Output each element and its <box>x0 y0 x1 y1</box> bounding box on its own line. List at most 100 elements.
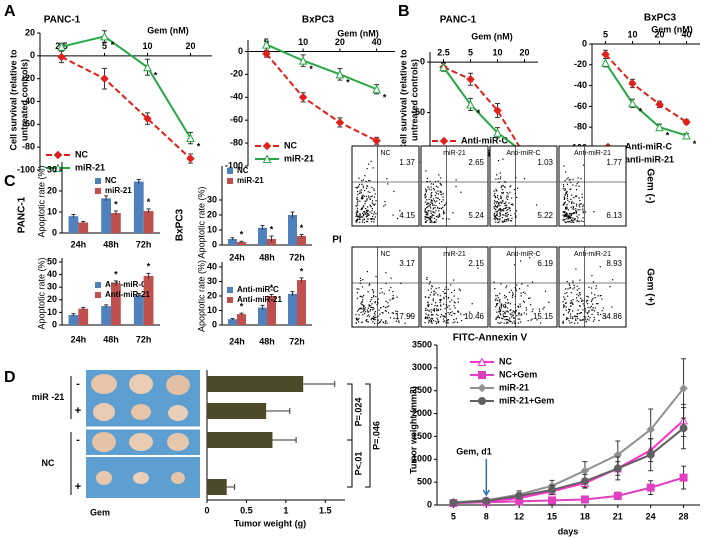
event-dot <box>510 220 513 222</box>
error-bar <box>71 214 76 218</box>
event-dot <box>385 282 387 284</box>
event-dot <box>368 316 371 318</box>
legend-label: miR-21+Gem <box>499 395 554 405</box>
event-dot <box>374 311 377 313</box>
event-dot <box>524 178 526 180</box>
event-dot <box>368 214 370 217</box>
event-dot <box>609 286 611 288</box>
event-dot <box>373 189 375 192</box>
event-dot <box>591 292 593 294</box>
event-dot <box>366 270 368 273</box>
event-dot <box>498 181 500 183</box>
event-dot <box>496 210 499 213</box>
event-dot <box>527 320 529 322</box>
event-dot <box>371 195 373 197</box>
event-dot <box>447 319 449 321</box>
event-dot <box>497 198 500 200</box>
event-dot <box>572 219 574 222</box>
tumor <box>133 472 149 484</box>
event-dot <box>531 318 533 320</box>
flow-upper-right: 1.37 <box>399 158 415 167</box>
event-dot <box>497 178 499 180</box>
x-tick-label: 48h <box>103 239 119 249</box>
event-dot <box>529 297 531 299</box>
event-dot <box>363 211 365 213</box>
event-dot <box>575 268 577 270</box>
point <box>335 118 345 127</box>
event-dot <box>519 312 521 314</box>
point <box>548 485 557 494</box>
event-dot <box>356 218 358 220</box>
event-dot <box>502 158 504 160</box>
event-dot <box>360 311 362 314</box>
event-dot <box>599 295 601 297</box>
event-dot <box>356 319 358 321</box>
event-dot <box>568 308 570 310</box>
event-dot <box>565 317 568 319</box>
event-dot <box>425 170 427 172</box>
event-dot <box>494 299 496 301</box>
point <box>100 31 109 41</box>
event-dot <box>373 322 376 325</box>
event-dot <box>448 218 450 220</box>
bar <box>297 236 306 245</box>
event-dot <box>570 302 572 304</box>
event-dot <box>580 220 582 222</box>
event-dot <box>496 190 498 192</box>
y-tick-label: 20 <box>47 294 57 304</box>
point <box>53 150 63 160</box>
event-dot <box>499 312 501 315</box>
event-dot <box>570 317 572 319</box>
event-dot <box>517 187 519 189</box>
event-dot <box>357 309 360 311</box>
event-dot <box>382 312 384 314</box>
event-dot <box>357 216 359 218</box>
event-dot <box>444 288 446 290</box>
event-dot <box>437 294 439 296</box>
event-dot <box>506 310 508 313</box>
event-dot <box>603 315 605 317</box>
event-dot <box>601 310 603 312</box>
event-dot <box>443 321 445 323</box>
event-dot <box>575 210 577 212</box>
event-dot <box>369 218 372 220</box>
event-dot <box>595 303 598 305</box>
bar <box>68 216 79 233</box>
event-dot <box>502 191 504 194</box>
event-dot <box>517 322 520 324</box>
event-dot <box>433 200 435 202</box>
y-tick-label: -60 <box>22 119 35 129</box>
event-dot <box>398 320 400 322</box>
error-bar <box>290 291 295 296</box>
event-dot <box>570 291 572 294</box>
event-dot <box>424 316 427 318</box>
event-dot <box>579 305 581 307</box>
event-dot <box>579 206 581 208</box>
event-dot <box>495 221 497 223</box>
x-tick-label: 72h <box>289 252 305 262</box>
event-dot <box>513 264 516 266</box>
error-bar <box>113 280 118 286</box>
event-dot <box>566 206 568 208</box>
event-dot <box>363 295 365 297</box>
y-tick-label: -80 <box>574 122 587 132</box>
event-dot <box>432 198 435 200</box>
event-dot <box>430 309 432 311</box>
event-dot <box>356 310 359 312</box>
event-dot <box>569 284 571 287</box>
event-dot <box>511 312 513 314</box>
event-dot <box>590 305 592 307</box>
event-dot <box>501 209 503 212</box>
flow-sample-label: Anti-miR-C <box>506 150 540 157</box>
series-line <box>265 53 378 142</box>
event-dot <box>500 195 502 197</box>
event-dot <box>364 203 366 205</box>
event-dot <box>562 301 564 303</box>
event-dot <box>429 281 431 283</box>
point <box>628 79 637 88</box>
y-tick-label: 0 <box>238 46 243 56</box>
event-dot <box>505 213 507 215</box>
event-dot <box>597 295 599 297</box>
event-dot <box>516 196 518 198</box>
event-dot <box>573 287 576 289</box>
